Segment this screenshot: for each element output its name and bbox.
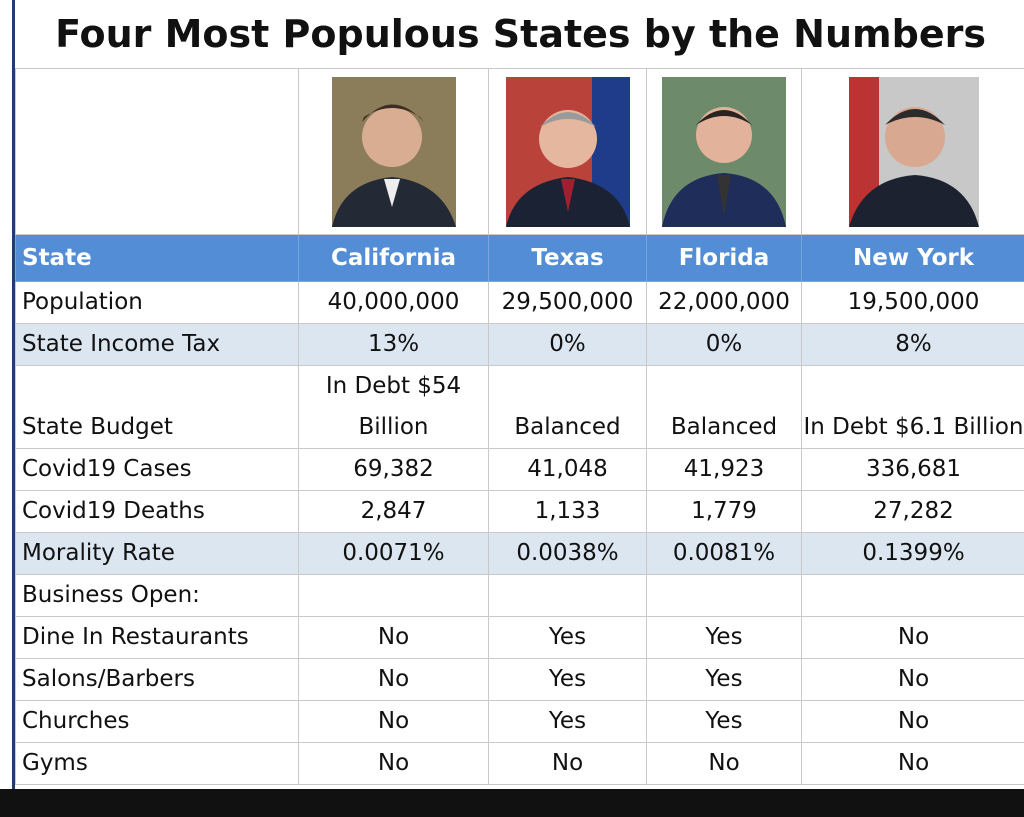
cell: No [646,742,802,785]
row-label: Morality Rate [15,532,299,575]
row-label: Population [15,281,299,324]
cell: 0.0071% [298,532,489,575]
title: Four Most Populous States by the Numbers [15,0,1024,69]
portrait [505,76,630,227]
cell: 41,923 [646,448,802,491]
cell: Balanced [488,365,647,449]
portrait-cell [298,68,489,235]
row: Dine In Restaurants No Yes Yes No [15,616,1024,659]
portrait-cell [800,68,1024,235]
row-label: Dine In Restaurants [15,616,299,659]
cell: No [298,658,489,701]
row: Salons/Barbers No Yes Yes No [15,658,1024,701]
row: Gyms No No No No [15,742,1024,785]
state-table: Four Most Populous States by the Numbers… [15,0,1024,785]
cell: Yes [488,700,647,743]
cell: 13% [298,323,489,366]
row-label: Gyms [15,742,299,785]
header-cell: State [15,234,299,282]
cell: 29,500,000 [488,281,647,324]
row-label: Covid19 Cases [15,448,299,491]
cell: Yes [646,700,802,743]
empty-cell [488,574,647,617]
cell: In Debt $54 Billion [298,365,489,449]
row: Morality Rate 0.0071% 0.0038% 0.0081% 0.1399… [15,532,1024,575]
row-label: Salons/Barbers [15,658,299,701]
cell: 1,779 [646,490,802,533]
portrait-cell [646,68,802,235]
cell: In Debt $6.1 Billion [800,365,1024,449]
cell: 2,847 [298,490,489,533]
cell: 8% [800,323,1024,366]
cell: 22,000,000 [646,281,802,324]
cell: No [800,658,1024,701]
row: Population 40,000,000 29,500,000 22,000,000… [15,281,1024,324]
cell: 0.0038% [488,532,647,575]
cell: No [488,742,647,785]
portrait [331,76,456,227]
header-cell: Texas [488,234,647,282]
cell: Yes [488,658,647,701]
header-cell: California [298,234,489,282]
cell: Yes [488,616,647,659]
cell: 336,681 [800,448,1024,491]
cell: 40,000,000 [298,281,489,324]
cell: No [800,700,1024,743]
cell: 0% [488,323,647,366]
empty-cell [646,574,802,617]
row-label: State Income Tax [15,323,299,366]
row: Covid19 Cases 69,382 41,048 41,923 336,681 [15,448,1024,491]
row-label: Business Open: [15,574,299,617]
empty-cell [800,574,1024,617]
row: Business Open: [15,574,1024,617]
empty-cell [298,574,489,617]
portrait-cell [488,68,647,235]
portrait [848,76,979,227]
bottom-bar [0,789,1024,817]
row: Covid19 Deaths 2,847 1,133 1,779 27,282 [15,490,1024,533]
row: Churches No Yes Yes No [15,700,1024,743]
portrait [662,76,786,227]
row-label: Covid19 Deaths [15,490,299,533]
row-label: State Budget [15,365,299,449]
cell: 41,048 [488,448,647,491]
header-cell: Florida [646,234,802,282]
cell: No [800,742,1024,785]
cell: No [800,616,1024,659]
sheet: Four Most Populous States by the Numbers… [12,0,1024,789]
cell: 69,382 [298,448,489,491]
cell: Balanced [646,365,802,449]
cell: 27,282 [800,490,1024,533]
row: State Budget In Debt $54 Billion Balanced B… [15,365,1024,449]
cell: 0.1399% [800,532,1024,575]
cell: No [298,700,489,743]
cell: No [298,742,489,785]
empty-cell [15,68,299,235]
header-cell: New York [800,234,1024,282]
cell: 0% [646,323,802,366]
cell: 19,500,000 [800,281,1024,324]
header-row: State California Texas Florida New York [15,234,1024,282]
cell: 1,133 [488,490,647,533]
cell: 0.0081% [646,532,802,575]
cell: Yes [646,658,802,701]
cell: No [298,616,489,659]
row: State Income Tax 13% 0% 0% 8% [15,323,1024,366]
cell: Yes [646,616,802,659]
row-label: Churches [15,700,299,743]
